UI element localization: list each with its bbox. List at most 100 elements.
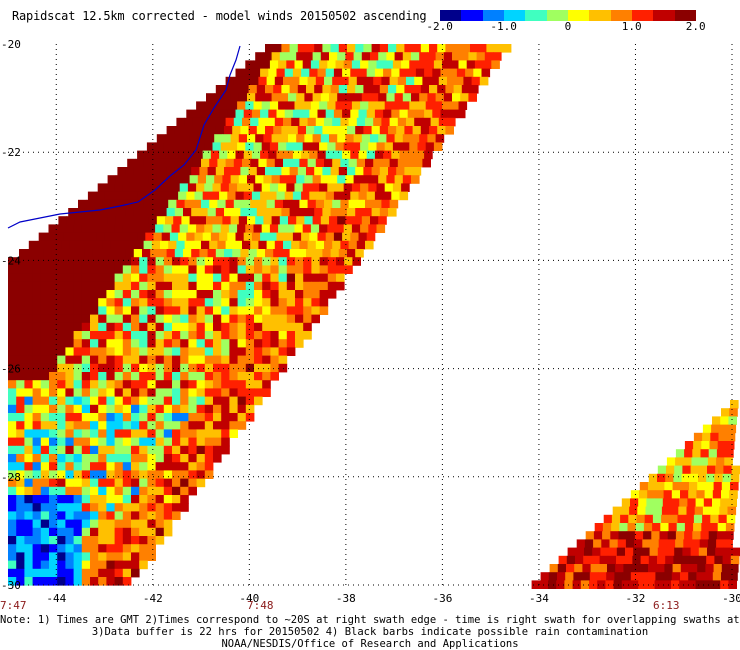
- wind-cell: [262, 372, 271, 381]
- wind-cell: [322, 44, 331, 53]
- wind-cell: [8, 495, 17, 504]
- wind-cell: [566, 564, 575, 573]
- wind-cell: [478, 44, 487, 53]
- wind-cell: [73, 306, 83, 315]
- wind-cell: [172, 306, 181, 315]
- wind-cell: [179, 183, 189, 192]
- wind-cell: [719, 506, 728, 516]
- wind-cell: [206, 216, 215, 225]
- wind-cell: [424, 68, 433, 78]
- wind-cell: [356, 240, 366, 250]
- wind-cell: [288, 93, 297, 102]
- wind-cell: [254, 290, 263, 299]
- wind-cell: [163, 404, 173, 414]
- wind-cell: [715, 547, 724, 557]
- wind-cell: [145, 150, 154, 160]
- wind-cell: [199, 208, 208, 217]
- wind-cell: [348, 199, 358, 209]
- wind-cell: [730, 564, 739, 573]
- wind-cell: [726, 514, 736, 524]
- wind-cell: [90, 577, 99, 586]
- wind-cell: [262, 298, 271, 307]
- wind-cell: [202, 150, 212, 160]
- wind-cell: [106, 519, 115, 529]
- wind-cell: [374, 68, 384, 78]
- wind-cell: [616, 555, 625, 565]
- wind-cell: [228, 142, 238, 151]
- wind-cell: [314, 44, 323, 53]
- wind-cell: [131, 372, 140, 381]
- wind-cell: [270, 322, 279, 332]
- wind-cell: [131, 306, 140, 315]
- wind-cell: [150, 208, 159, 217]
- wind-cell: [288, 134, 297, 143]
- wind-cell: [131, 552, 140, 561]
- wind-cell: [142, 249, 151, 258]
- wind-cell: [281, 85, 290, 94]
- wind-cell: [253, 224, 263, 233]
- wind-cell: [32, 486, 42, 496]
- wind-cell: [172, 445, 181, 455]
- latitude-tick-label: -26: [1, 363, 21, 376]
- wind-cell: [90, 536, 99, 545]
- wind-cell: [582, 564, 591, 573]
- wind-cell: [188, 413, 197, 422]
- wind-cell: [98, 372, 107, 381]
- wind-cell: [340, 76, 349, 86]
- wind-cell: [448, 109, 458, 119]
- wind-cell: [122, 421, 132, 430]
- wind-cell: [127, 240, 136, 250]
- wind-cell: [122, 396, 132, 406]
- wind-cell: [16, 363, 25, 373]
- wind-cell: [696, 572, 705, 581]
- wind-cell: [90, 290, 99, 299]
- wind-cell: [698, 547, 708, 557]
- wind-cell: [98, 339, 107, 348]
- wind-cell: [173, 175, 182, 184]
- wind-cell: [81, 314, 91, 324]
- wind-cell: [373, 117, 382, 127]
- wind-cell: [65, 257, 74, 266]
- wind-cell: [691, 539, 701, 548]
- wind-cell: [254, 396, 263, 406]
- wind-cell: [237, 314, 247, 324]
- wind-cell: [712, 498, 721, 507]
- wind-cell: [8, 577, 17, 586]
- wind-cell: [456, 68, 466, 78]
- wind-cell: [278, 60, 287, 69]
- wind-cell: [204, 101, 213, 110]
- wind-cell: [24, 347, 33, 356]
- wind-cell: [57, 511, 66, 520]
- wind-cell: [71, 232, 81, 242]
- wind-cell: [188, 396, 197, 406]
- wind-cell: [622, 572, 632, 581]
- wind-cell: [379, 85, 389, 94]
- wind-cell: [460, 93, 469, 102]
- wind-cell: [57, 437, 66, 447]
- wind-cell: [306, 167, 315, 176]
- wind-cell: [213, 339, 222, 348]
- wind-cell: [155, 478, 165, 488]
- colorbar-segment: [525, 10, 548, 21]
- wind-cell: [139, 331, 148, 340]
- wind-cell: [114, 396, 124, 406]
- wind-cell: [240, 167, 249, 176]
- wind-cell: [610, 531, 619, 540]
- wind-cell: [565, 572, 574, 581]
- wind-cell: [672, 482, 682, 491]
- wind-cell: [250, 117, 259, 127]
- colorbar-tick-label: -2.0: [426, 20, 453, 33]
- latitude-labels: -20-22-24-26-28-30: [1, 38, 21, 592]
- wind-cell: [461, 85, 471, 94]
- wind-cell: [320, 175, 330, 184]
- wind-cell: [278, 183, 287, 192]
- wind-cell: [311, 257, 320, 266]
- wind-cell: [106, 322, 115, 332]
- wind-cell: [49, 437, 58, 447]
- wind-cell: [16, 544, 25, 553]
- wind-cell: [73, 380, 83, 389]
- wind-cell: [106, 347, 115, 356]
- wind-cell: [114, 347, 124, 356]
- wind-cell: [55, 232, 64, 242]
- wind-cell: [98, 281, 107, 291]
